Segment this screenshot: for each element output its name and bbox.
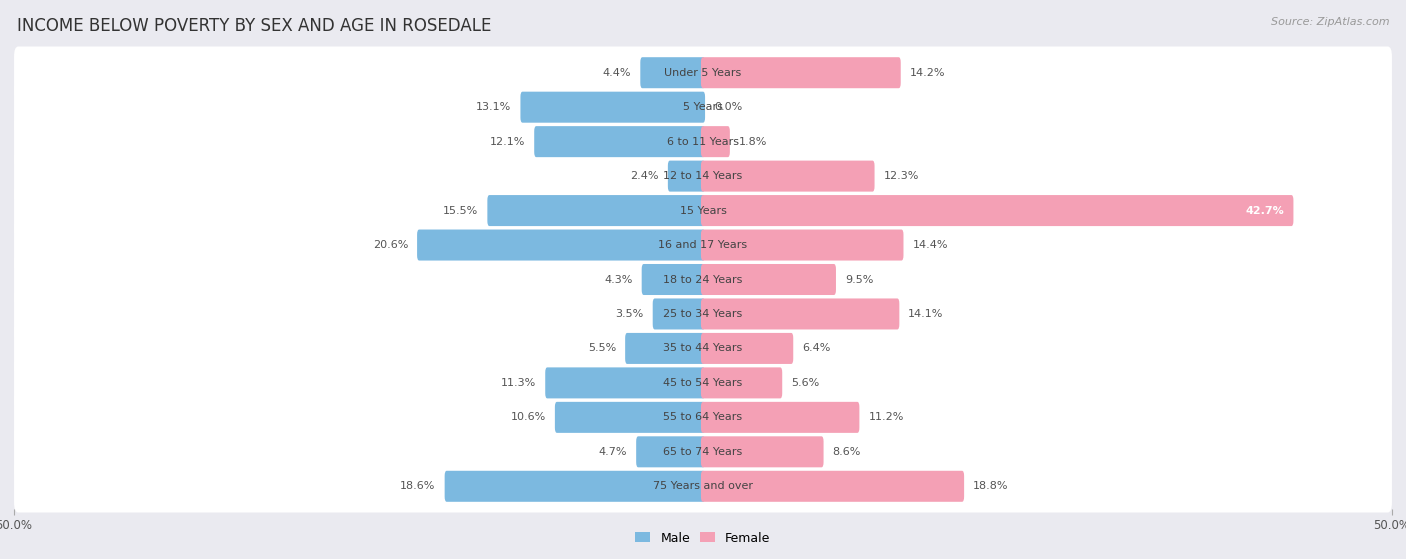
FancyBboxPatch shape: [636, 437, 704, 467]
FancyBboxPatch shape: [14, 150, 1392, 202]
Text: 15 Years: 15 Years: [679, 206, 727, 216]
Text: 10.6%: 10.6%: [510, 413, 546, 423]
FancyBboxPatch shape: [702, 195, 1294, 226]
FancyBboxPatch shape: [14, 219, 1392, 271]
Text: 3.5%: 3.5%: [616, 309, 644, 319]
Text: 18.6%: 18.6%: [401, 481, 436, 491]
Text: 65 to 74 Years: 65 to 74 Years: [664, 447, 742, 457]
Text: 9.5%: 9.5%: [845, 274, 873, 285]
Text: 14.4%: 14.4%: [912, 240, 948, 250]
Text: 18.8%: 18.8%: [973, 481, 1008, 491]
FancyBboxPatch shape: [702, 160, 875, 192]
Text: 75 Years and over: 75 Years and over: [652, 481, 754, 491]
Text: 12 to 14 Years: 12 to 14 Years: [664, 171, 742, 181]
FancyBboxPatch shape: [14, 46, 1392, 99]
FancyBboxPatch shape: [14, 81, 1392, 134]
Text: 2.4%: 2.4%: [630, 171, 659, 181]
Text: 1.8%: 1.8%: [738, 136, 768, 146]
FancyBboxPatch shape: [488, 195, 704, 226]
Text: 5 Years: 5 Years: [683, 102, 723, 112]
Text: 14.2%: 14.2%: [910, 68, 945, 78]
Text: 6.4%: 6.4%: [803, 343, 831, 353]
Legend: Male, Female: Male, Female: [631, 528, 775, 548]
FancyBboxPatch shape: [14, 357, 1392, 409]
FancyBboxPatch shape: [555, 402, 704, 433]
FancyBboxPatch shape: [702, 230, 904, 260]
FancyBboxPatch shape: [668, 160, 704, 192]
Text: 4.7%: 4.7%: [599, 447, 627, 457]
Text: 18 to 24 Years: 18 to 24 Years: [664, 274, 742, 285]
Text: 5.5%: 5.5%: [588, 343, 616, 353]
FancyBboxPatch shape: [702, 471, 965, 502]
Text: 25 to 34 Years: 25 to 34 Years: [664, 309, 742, 319]
Text: 12.3%: 12.3%: [883, 171, 920, 181]
FancyBboxPatch shape: [702, 402, 859, 433]
FancyBboxPatch shape: [418, 230, 704, 260]
FancyBboxPatch shape: [520, 92, 704, 122]
FancyBboxPatch shape: [534, 126, 704, 157]
FancyBboxPatch shape: [702, 57, 901, 88]
Text: 13.1%: 13.1%: [477, 102, 512, 112]
Text: 12.1%: 12.1%: [489, 136, 526, 146]
Text: 42.7%: 42.7%: [1246, 206, 1285, 216]
Text: 35 to 44 Years: 35 to 44 Years: [664, 343, 742, 353]
FancyBboxPatch shape: [14, 184, 1392, 237]
Text: INCOME BELOW POVERTY BY SEX AND AGE IN ROSEDALE: INCOME BELOW POVERTY BY SEX AND AGE IN R…: [17, 17, 491, 35]
Text: 0.0%: 0.0%: [714, 102, 742, 112]
FancyBboxPatch shape: [641, 264, 704, 295]
Text: 5.6%: 5.6%: [792, 378, 820, 388]
FancyBboxPatch shape: [652, 299, 704, 329]
Text: 8.6%: 8.6%: [832, 447, 860, 457]
FancyBboxPatch shape: [14, 391, 1392, 443]
Text: Under 5 Years: Under 5 Years: [665, 68, 741, 78]
FancyBboxPatch shape: [702, 333, 793, 364]
Text: 20.6%: 20.6%: [373, 240, 408, 250]
FancyBboxPatch shape: [14, 425, 1392, 478]
Text: 4.4%: 4.4%: [603, 68, 631, 78]
FancyBboxPatch shape: [14, 322, 1392, 375]
Text: 11.3%: 11.3%: [501, 378, 536, 388]
Text: 55 to 64 Years: 55 to 64 Years: [664, 413, 742, 423]
FancyBboxPatch shape: [702, 437, 824, 467]
FancyBboxPatch shape: [444, 471, 704, 502]
FancyBboxPatch shape: [702, 299, 900, 329]
FancyBboxPatch shape: [14, 460, 1392, 513]
FancyBboxPatch shape: [640, 57, 704, 88]
FancyBboxPatch shape: [626, 333, 704, 364]
FancyBboxPatch shape: [702, 367, 782, 399]
FancyBboxPatch shape: [14, 116, 1392, 168]
Text: 15.5%: 15.5%: [443, 206, 478, 216]
Text: 6 to 11 Years: 6 to 11 Years: [666, 136, 740, 146]
FancyBboxPatch shape: [14, 253, 1392, 306]
FancyBboxPatch shape: [546, 367, 704, 399]
Text: 4.3%: 4.3%: [605, 274, 633, 285]
Text: Source: ZipAtlas.com: Source: ZipAtlas.com: [1271, 17, 1389, 27]
FancyBboxPatch shape: [702, 126, 730, 157]
Text: 16 and 17 Years: 16 and 17 Years: [658, 240, 748, 250]
FancyBboxPatch shape: [702, 264, 837, 295]
Text: 45 to 54 Years: 45 to 54 Years: [664, 378, 742, 388]
Text: 14.1%: 14.1%: [908, 309, 943, 319]
FancyBboxPatch shape: [14, 288, 1392, 340]
Text: 11.2%: 11.2%: [869, 413, 904, 423]
